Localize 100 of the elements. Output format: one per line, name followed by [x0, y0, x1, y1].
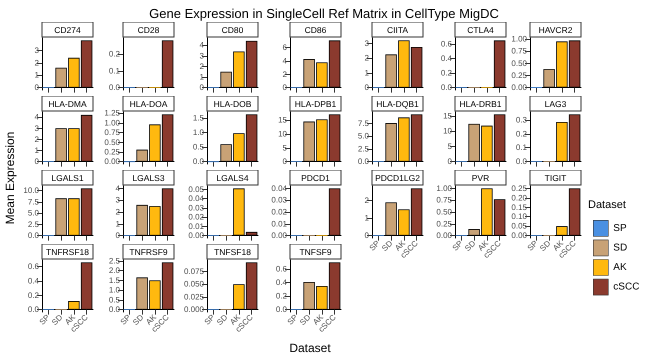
y-tick-label: 0	[364, 83, 370, 92]
y-tick-label: 5	[282, 143, 288, 152]
y-tick-label: 4	[116, 184, 121, 193]
y-tick-label: 0.05	[188, 184, 205, 194]
y-tick-label: 7.5	[358, 119, 370, 128]
y-tick-label: 0.10	[511, 212, 528, 222]
y-tick-label: 1	[34, 146, 40, 156]
chart-title: CTLA4	[467, 25, 494, 35]
y-tick-label: 0.01	[271, 219, 288, 228]
x-tick-label: SP	[38, 312, 52, 327]
chart-title: TIGIT	[544, 173, 566, 183]
y-tick-label: 1	[116, 219, 121, 228]
x-tick-label: SD	[538, 238, 552, 254]
x-tick-label: SD	[380, 238, 394, 254]
y-tick-label: 1.25	[104, 108, 121, 118]
y-tick-label: 2	[34, 134, 40, 144]
y-tick-label: 0.1	[516, 143, 528, 152]
y-tick-label: 0	[364, 231, 370, 240]
y-tick-label: 0.75	[104, 128, 121, 138]
y-tick-label: 0.050	[184, 280, 205, 289]
y-tick-label: 0.25	[436, 219, 453, 228]
x-tick-label: SD	[50, 312, 64, 328]
y-tick-label: 0.00	[511, 83, 528, 92]
chart-title: PDCD1	[301, 173, 330, 183]
y-tick-label: 2.0	[108, 266, 121, 276]
y-tick-label: 0.0	[276, 305, 288, 314]
chart-title: LAG3	[544, 99, 567, 109]
chart-title: HLA-DPB1	[294, 99, 337, 109]
y-tick-label: 2	[364, 196, 370, 206]
y-tick-label: 2	[364, 54, 370, 63]
y-tick-label: 4	[200, 40, 205, 50]
y-tick-label: 0.2	[108, 49, 121, 58]
chart-title: LGALS3	[132, 173, 165, 183]
y-tick-label: 0.00	[104, 157, 121, 166]
chart-title: PDCD1LG2	[375, 173, 420, 183]
x-tick-label: SP	[526, 238, 540, 253]
chart-title: HLA-DOB	[214, 99, 252, 109]
y-tick-label: 7.5	[28, 197, 40, 206]
y-tick-label: 1.0	[192, 128, 205, 138]
x-tick-label: SD	[215, 312, 230, 328]
y-tick-label: 1	[364, 214, 370, 223]
y-tick-label: 4	[282, 56, 288, 66]
y-tick-label: 0.000	[184, 305, 205, 314]
y-tick-label: 0.4	[28, 276, 40, 286]
y-tick-label: 0.0	[358, 157, 370, 166]
y-tick-label: 0.15	[511, 202, 528, 212]
y-tick-label: 1.0	[108, 286, 121, 295]
y-tick-label: 0.4	[440, 54, 453, 64]
y-tick-label: 0.50	[104, 138, 121, 147]
x-tick-label: SD	[298, 312, 312, 328]
y-tick-label: 2	[282, 70, 288, 79]
legend-label: SP	[613, 222, 627, 234]
y-tick-label: 10.0	[23, 186, 40, 196]
legend-label: cSCC	[613, 282, 640, 293]
y-tick-label: 2.5	[28, 220, 40, 229]
y-tick-label: 1	[34, 70, 40, 80]
y-tick-label: 0.75	[436, 196, 453, 205]
y-tick-label: 0.00	[188, 231, 205, 240]
x-tick-label: SP	[450, 238, 465, 253]
y-tick-label: 2	[116, 208, 121, 216]
x-tick-label: SP	[202, 312, 217, 327]
y-tick-label: 3	[364, 38, 370, 48]
y-tick-label: 3	[34, 46, 40, 55]
y-tick-label: 1.5	[192, 114, 205, 123]
y-tick-label: 0.5	[192, 142, 205, 152]
text: Gene Expression in SingleCell Ref Matrix in CellType MigDC	[149, 6, 499, 21]
chart-title: HLA-DQB1	[376, 99, 420, 109]
y-tick-label: 5.0	[358, 132, 370, 141]
chart-title: HLA-DMA	[48, 99, 87, 109]
y-tick-label: 0.03	[271, 196, 288, 205]
chart-title: LGALS1	[51, 173, 84, 183]
y-tick-label: 0.25	[511, 184, 528, 193]
chart-title: CD86	[304, 25, 327, 35]
y-tick-label: 0.075	[184, 267, 205, 276]
chart-title: CD80	[222, 25, 244, 35]
y-tick-label: 0.01	[188, 222, 205, 231]
y-tick-label: 0	[200, 83, 205, 92]
chart-title: TNFRSF9	[129, 247, 168, 257]
chart-title: TNFRSF18	[46, 247, 90, 257]
y-tick-label: 15	[443, 111, 453, 120]
y-tick-label: 0.25	[511, 70, 528, 80]
y-tick-label: 0.50	[511, 58, 528, 68]
y-tick-label: 0.04	[188, 194, 205, 204]
y-tick-label: 1	[364, 68, 370, 78]
y-tick-label: 0.6	[276, 264, 288, 274]
y-tick-label: 1	[200, 72, 205, 82]
y-tick-label: 0.00	[436, 231, 453, 240]
y-tick-label: 5.0	[28, 208, 40, 218]
y-tick-label: 0.4	[276, 278, 288, 288]
y-tick-label: 0.00	[271, 231, 288, 240]
text: Dataset	[289, 341, 332, 355]
y-tick-label: 10	[443, 126, 453, 136]
y-tick-label: 1.00	[104, 118, 121, 128]
y-tick-label: 0.0	[28, 305, 40, 314]
y-tick-label: 6	[282, 43, 288, 52]
y-tick-label: 2	[34, 58, 40, 68]
legend-title: Dataset	[588, 199, 626, 211]
y-tick-label: 0.1	[108, 66, 121, 76]
y-tick-label: 0.2	[28, 290, 40, 300]
y-tick-label: 0.03	[188, 203, 205, 212]
